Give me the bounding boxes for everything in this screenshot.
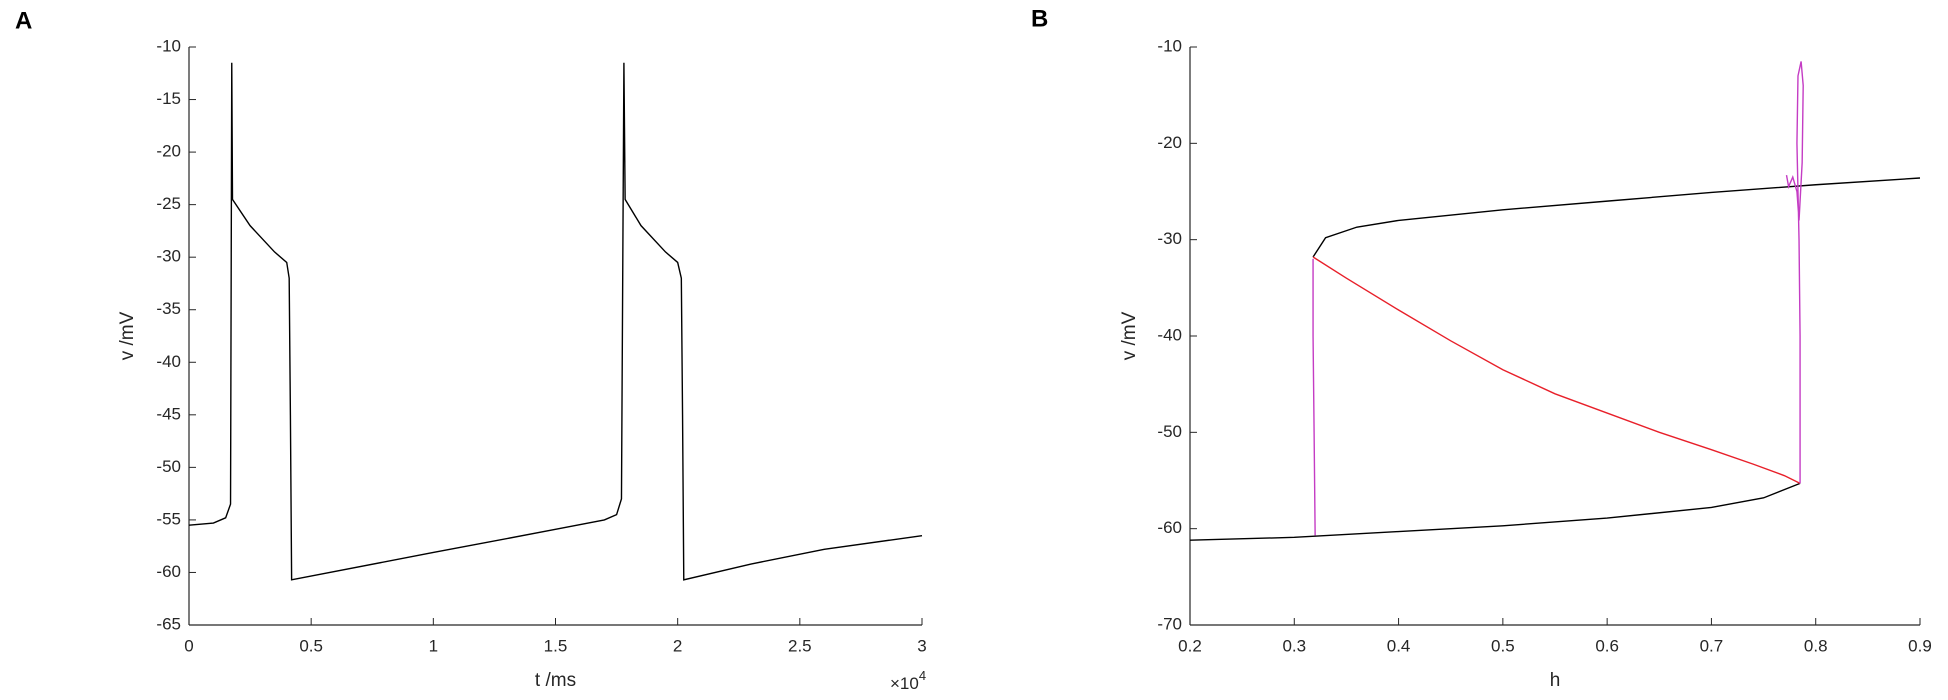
x-tick-label: 0.7 (1700, 636, 1724, 655)
x-tick-label: 0.6 (1595, 636, 1619, 655)
y-tick-label: -35 (156, 299, 181, 318)
x-tick-label: 2 (673, 636, 682, 655)
y-tick-label: -65 (156, 614, 181, 633)
y-tick-label: -40 (1157, 325, 1182, 344)
exponent-power: 4 (919, 668, 926, 683)
y-axis-label: v /mV (117, 311, 138, 360)
series-line (1312, 61, 1804, 536)
x-axis-label: h (1550, 670, 1561, 691)
y-tick-label: -50 (1157, 422, 1182, 441)
x-tick-label: 3 (917, 636, 926, 655)
x-tick-label: 1.5 (544, 636, 568, 655)
x-tick-label: 0.2 (1178, 636, 1202, 655)
panel-label: A (15, 7, 32, 34)
x-tick-label: 1 (429, 636, 438, 655)
y-axis-label: v /mV (1119, 311, 1140, 360)
trace-line (188, 62, 923, 581)
x-tick-label: 0.4 (1387, 636, 1411, 655)
series-line (1189, 177, 1921, 541)
x-tick-label: 2.5 (788, 636, 812, 655)
y-tick-label: -40 (156, 352, 181, 371)
y-tick-label: -15 (156, 89, 181, 108)
x-axis-label: t /ms (535, 670, 576, 691)
y-tick-label: -55 (156, 509, 181, 528)
y-tick-label: -60 (156, 562, 181, 581)
x-tick-label: 0.9 (1908, 636, 1932, 655)
x-tick-label: 0.5 (1491, 636, 1515, 655)
y-tick-label: -25 (156, 194, 181, 213)
x-tick-label: 0.8 (1804, 636, 1828, 655)
x-tick-label: 0.3 (1282, 636, 1306, 655)
x-tick-label: 0.5 (299, 636, 323, 655)
y-tick-label: -10 (1157, 36, 1182, 55)
y-tick-label: -30 (156, 247, 181, 266)
y-tick-label: -70 (1157, 614, 1182, 633)
y-tick-label: -60 (1157, 518, 1182, 537)
exponent-base: ×10 (890, 674, 919, 693)
y-tick-label: -20 (1157, 133, 1182, 152)
y-tick-label: -30 (1157, 229, 1182, 248)
series-line (1312, 256, 1801, 485)
panel-label: B (1031, 5, 1048, 32)
y-tick-label: -20 (156, 142, 181, 161)
x-exponent-label: ×104 (890, 668, 926, 693)
y-tick-label: -45 (156, 404, 181, 423)
y-tick-label: -10 (156, 36, 181, 55)
x-tick-label: 0 (184, 636, 193, 655)
y-tick-label: -50 (156, 457, 181, 476)
